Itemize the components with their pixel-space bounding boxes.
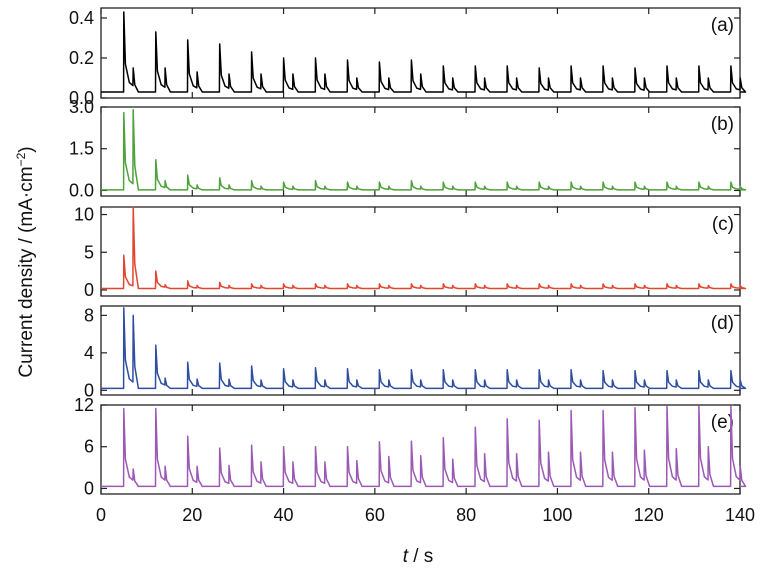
y-tick-label: 0: [84, 478, 94, 498]
x-tick-label: 80: [456, 505, 476, 525]
x-tick-label: 100: [542, 505, 572, 525]
x-tick-label: 40: [274, 505, 294, 525]
y-tick-label: 0.0: [69, 180, 94, 200]
y-tick-label: 6: [84, 437, 94, 457]
x-tick-label: 0: [96, 505, 106, 525]
panel-frame: [100, 305, 741, 396]
panel-label: (b): [711, 114, 734, 135]
panel-1: 0.0 0.2 0.4 (a): [69, 7, 747, 108]
y-axis-title-dot: ·: [16, 192, 37, 198]
panel-label: (a): [711, 15, 734, 36]
y-tick-label: 5: [84, 242, 94, 262]
x-tick-label: 140: [725, 505, 755, 525]
y-tick-label: 0.4: [69, 8, 94, 28]
series-line: [101, 405, 747, 488]
y-tick-label: 3.0: [69, 97, 94, 117]
y-tick-label: 8: [84, 305, 94, 325]
panel-frame: [100, 404, 741, 495]
y-tick-label: 0.2: [69, 48, 94, 68]
panel-2: 0.0 1.5 3.0 (b): [69, 97, 747, 200]
y-tick-label: 10: [74, 205, 94, 225]
y-tick-label: 0: [84, 280, 94, 300]
x-axis-title-italic: t: [403, 546, 409, 567]
series-line: [101, 206, 747, 290]
panel-frame: [100, 7, 741, 99]
panel-5: 0 6 12 (e): [74, 395, 747, 498]
y-tick-label: 0: [84, 380, 94, 400]
panel-label: (c): [712, 214, 734, 235]
x-axis-title: t / s: [403, 546, 434, 567]
x-tick-label: 120: [634, 505, 664, 525]
panel-label: (d): [711, 313, 734, 334]
panel-label: (e): [711, 412, 734, 433]
y-tick-label: 0.0: [69, 88, 94, 108]
y-axis-title-main: Current density / (mA: [16, 198, 37, 378]
series-line: [101, 11, 747, 93]
x-tick-label: 20: [182, 505, 202, 525]
y-tick-label: 12: [74, 395, 94, 415]
panel-4: 0 4 8 (d): [84, 305, 747, 400]
x-axis: 0 20 40 60 80 100 120 140: [96, 505, 755, 525]
x-tick-label: 60: [365, 505, 385, 525]
panel-frame: [100, 106, 741, 197]
panel-frame: [100, 206, 741, 297]
panels-layer: 0.0 0.2 0.4 (a) 0.0 1.5 3.0 (b) 0 5 10 (c) 0 4 8 (d) 0 6 1…: [69, 7, 747, 498]
series-line: [101, 109, 747, 191]
panel-3: 0 5 10 (c): [74, 205, 747, 300]
y-axis-title-close: ): [16, 146, 37, 152]
y-tick-label: 4: [84, 343, 94, 363]
y-axis-title-exponent: −2: [14, 152, 28, 166]
y-tick-label: 1.5: [69, 139, 94, 159]
y-axis-title: Current density / (mA·cm−2): [14, 146, 37, 377]
x-axis-title-unit: / s: [408, 546, 433, 567]
series-line: [101, 307, 747, 390]
y-axis-title-cm: cm: [16, 166, 37, 191]
